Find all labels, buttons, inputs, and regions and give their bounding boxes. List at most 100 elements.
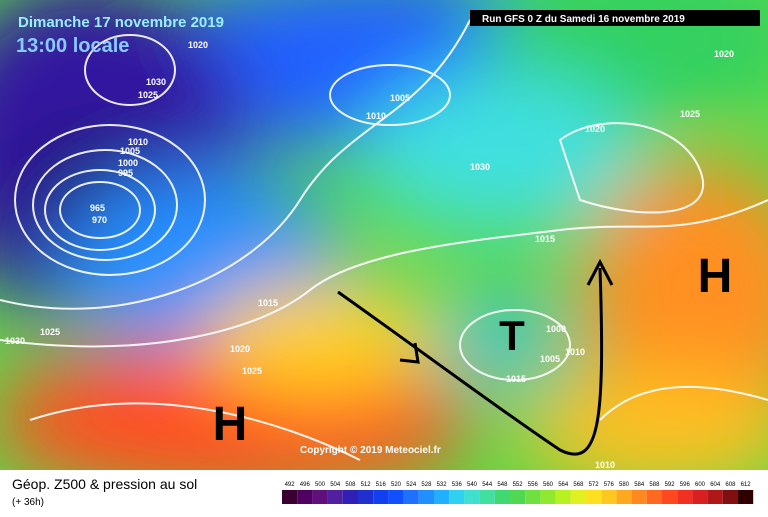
- copyright: Copyright © 2019 Meteociel.fr: [300, 445, 441, 456]
- colorbar-swatch: [388, 490, 404, 504]
- colorbar-swatch: [616, 490, 632, 504]
- colorbar-swatch: [342, 490, 358, 504]
- colorbar-swatch: [601, 490, 617, 504]
- colorbar-swatch: [707, 490, 723, 504]
- colorbar-label: 576: [604, 482, 615, 488]
- pressure-center: H: [698, 250, 733, 303]
- isobar-label: 965: [90, 203, 105, 213]
- colorbar-label: 556: [528, 482, 539, 488]
- footer-title: Géop. Z500 & pression au sol: [12, 476, 197, 492]
- colorbar-label: 580: [619, 482, 630, 488]
- colorbar-label: 548: [497, 482, 508, 488]
- isobar-label: 1025: [138, 90, 158, 100]
- colorbar-swatch: [282, 490, 298, 504]
- isobar-label: 1030: [470, 162, 490, 172]
- colorbar-label: 516: [376, 482, 387, 488]
- isobar-label: 1020: [585, 124, 605, 134]
- colorbar-label: 560: [543, 482, 554, 488]
- colorbar-swatch: [692, 490, 708, 504]
- isobar-label: 1025: [680, 109, 700, 119]
- colorbar-label: 600: [695, 482, 706, 488]
- isobar-label: 1030: [5, 336, 25, 346]
- run-info: Run GFS 0 Z du Samedi 16 novembre 2019: [482, 14, 685, 25]
- colorbar-label: 520: [391, 482, 402, 488]
- colorbar-label: 532: [437, 482, 448, 488]
- colorbar-label: 584: [634, 482, 645, 488]
- isobar-label: 1005: [120, 146, 140, 156]
- colorbar-swatch: [662, 490, 678, 504]
- colorbar-swatch: [403, 490, 419, 504]
- colorbar-swatch: [510, 490, 526, 504]
- colorbar-swatch: [297, 490, 313, 504]
- colorbar-label: 588: [649, 482, 660, 488]
- colorbar-label: 528: [421, 482, 432, 488]
- colorbar-label: 612: [741, 482, 752, 488]
- isobar-label: 1015: [258, 298, 278, 308]
- colorbar-swatch: [525, 490, 541, 504]
- colorbar-label: 592: [665, 482, 676, 488]
- colorbar-swatch: [327, 490, 343, 504]
- isobar-label: 970: [92, 215, 107, 225]
- isobar-label: 1005: [540, 354, 560, 364]
- colorbar-label: 504: [330, 482, 341, 488]
- colorbar-swatch: [312, 490, 328, 504]
- isobar-label: 1030: [146, 77, 166, 87]
- isobar-label: 1010: [128, 137, 148, 147]
- isobar-label: 1010: [366, 111, 386, 121]
- isobar-label: 995: [118, 168, 133, 178]
- colorbar-label: 492: [285, 482, 296, 488]
- colorbar-label: 544: [482, 482, 493, 488]
- map-field: [0, 0, 768, 470]
- colorbar-swatch: [555, 490, 571, 504]
- isobar-label: 1000: [546, 324, 566, 334]
- isobar-label: 1005: [390, 93, 410, 103]
- pressure-center: T: [499, 312, 525, 359]
- colorbar-swatch: [358, 490, 374, 504]
- colorbar-swatch: [494, 490, 510, 504]
- colorbar-swatch: [586, 490, 602, 504]
- colorbar-label: 552: [513, 482, 524, 488]
- colorbar-label: 496: [300, 482, 311, 488]
- footer-lead: (+ 36h): [12, 497, 44, 508]
- colorbar-label: 500: [315, 482, 326, 488]
- colorbar-label: 512: [361, 482, 372, 488]
- colorbar-swatch: [464, 490, 480, 504]
- isobar-label: 1015: [535, 234, 555, 244]
- isobar-label: 1020: [230, 344, 250, 354]
- colorbar-label: 564: [558, 482, 569, 488]
- colorbar-label: 608: [725, 482, 736, 488]
- isobar-label: 1015: [506, 374, 526, 384]
- colorbar-swatch: [570, 490, 586, 504]
- colorbar-swatch: [373, 490, 389, 504]
- colorbar-swatch: [677, 490, 693, 504]
- isobar-label: 1020: [714, 49, 734, 59]
- colorbar-label: 568: [573, 482, 584, 488]
- colorbar-swatch: [631, 490, 647, 504]
- colorbar-label: 604: [710, 482, 721, 488]
- isobar-label: 1010: [595, 460, 615, 470]
- colorbar-label: 572: [589, 482, 600, 488]
- colorbar-swatch: [646, 490, 662, 504]
- colorbar-swatch: [449, 490, 465, 504]
- colorbar-swatch: [738, 490, 754, 504]
- isobar-label: 1025: [242, 366, 262, 376]
- colorbar-label: 524: [406, 482, 417, 488]
- colorbar-swatch: [434, 490, 450, 504]
- colorbar-label: 540: [467, 482, 478, 488]
- pressure-center: H: [213, 398, 248, 451]
- colorbar-swatch: [722, 490, 738, 504]
- isobar-label: 1010: [565, 347, 585, 357]
- date: Dimanche 17 novembre 2019: [18, 14, 224, 31]
- isobar-label: 1025: [40, 327, 60, 337]
- colorbar-label: 596: [680, 482, 691, 488]
- isobar-label: 1000: [118, 158, 138, 168]
- time: 13:00 locale: [16, 35, 129, 57]
- colorbar-swatch: [418, 490, 434, 504]
- colorbar-swatch: [479, 490, 495, 504]
- colorbar-label: 508: [345, 482, 356, 488]
- colorbar-label: 536: [452, 482, 463, 488]
- colorbar-swatch: [540, 490, 556, 504]
- isobar-label: 1020: [188, 40, 208, 50]
